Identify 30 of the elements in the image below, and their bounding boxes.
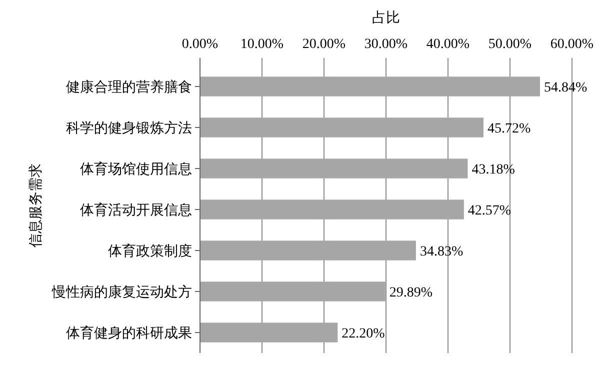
bar (200, 240, 416, 260)
bar (200, 282, 386, 302)
bar (200, 200, 464, 220)
y-axis-title: 信息服务需求 (28, 164, 44, 248)
x-tick-label: 10.00% (240, 37, 284, 52)
y-tick-label: 体育活动开展信息 (80, 201, 192, 218)
x-axis-title: 占比 (372, 10, 400, 26)
bar (200, 322, 338, 342)
data-label: 29.89% (389, 285, 433, 300)
x-tick-label: 0.00% (182, 37, 218, 52)
y-tick-label: 体育健身的科研成果 (66, 324, 192, 342)
data-label: 22.20% (342, 326, 386, 342)
x-tick-label: 30.00% (364, 37, 408, 52)
y-tick-label: 科学的健身锻炼方法 (66, 120, 192, 136)
data-label: 45.72% (487, 121, 531, 136)
x-tick-label: 40.00% (426, 37, 470, 52)
data-label: 34.83% (420, 244, 464, 260)
x-tick-label: 20.00% (302, 37, 346, 52)
bar (200, 118, 484, 138)
bar (200, 76, 540, 96)
y-tick-label: 体育政策制度 (108, 242, 192, 260)
y-tick-label: 慢性病的康复运动处方 (51, 284, 192, 300)
x-tick-label: 60.00% (550, 37, 594, 52)
y-tick-label: 健康合理的营养膳食 (66, 79, 192, 96)
data-label: 54.84% (544, 80, 588, 96)
y-tick-label: 体育场馆使用信息 (80, 160, 192, 178)
data-label: 43.18% (472, 162, 516, 178)
bar (200, 158, 468, 178)
data-label: 42.57% (468, 203, 512, 218)
x-tick-label: 50.00% (488, 37, 532, 52)
